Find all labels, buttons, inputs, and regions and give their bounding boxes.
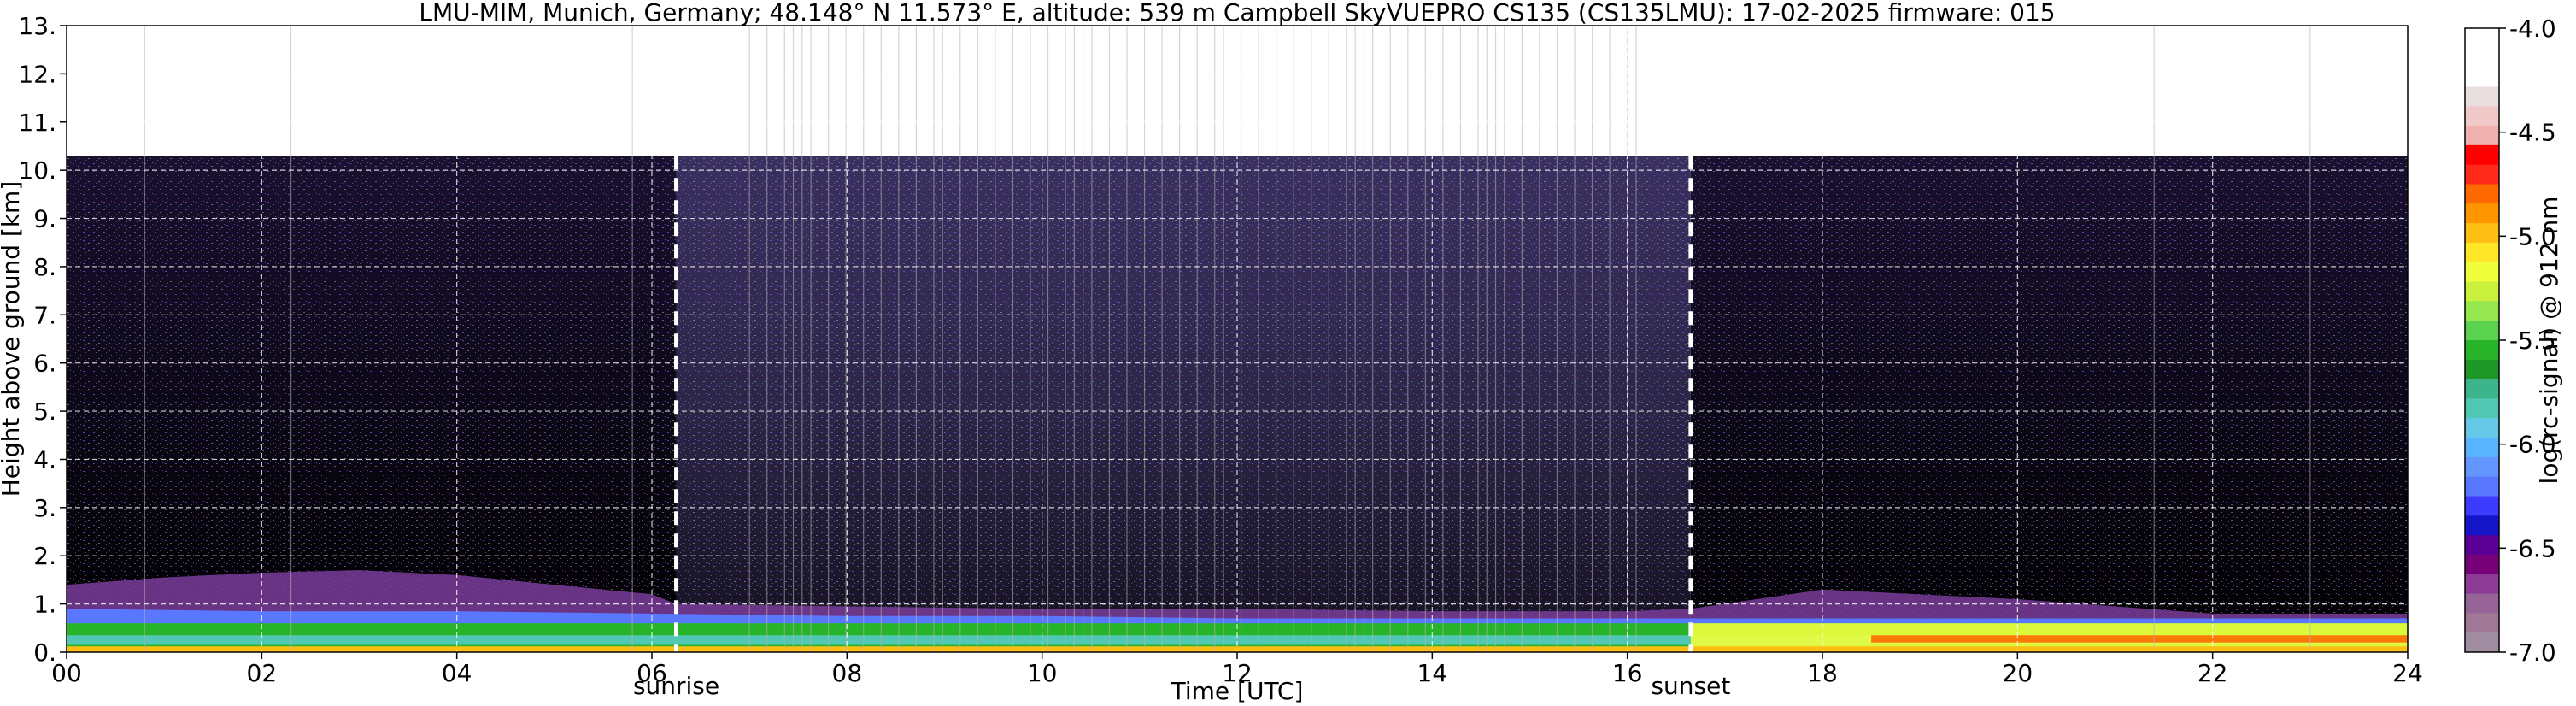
- colorbar-segment: [2465, 242, 2499, 263]
- colorbar-segment: [2465, 554, 2499, 575]
- colorbar-segment: [2465, 281, 2499, 302]
- colorbar-segment: [2465, 340, 2499, 361]
- x-tick-label: 06: [637, 659, 667, 687]
- surface-layer-teal: [67, 635, 2408, 645]
- colorbar-tick-label: -4.0: [2509, 15, 2556, 43]
- colorbar-segment: [2465, 223, 2499, 244]
- y-tick-label: 6.: [33, 350, 56, 378]
- colorbar-segment: [2465, 418, 2499, 438]
- y-axis-label: Height above ground [km]: [0, 181, 25, 497]
- colorbar-segment: [2465, 438, 2499, 458]
- y-tick-label: 12.: [18, 60, 56, 88]
- colorbar-segment: [2465, 535, 2499, 556]
- x-tick-label: 04: [442, 659, 472, 687]
- sun-markers: sunrise sunset: [633, 156, 1730, 700]
- colorbar-segment: [2465, 144, 2499, 166]
- colorbar-segment: [2465, 359, 2499, 380]
- x-axis: 00 02 04 06 08 10 12 14 16 18 20 22 24: [51, 652, 2423, 687]
- colorbar-tick-label: -5.5: [2509, 327, 2556, 355]
- colorbar-segment: [2465, 47, 2499, 68]
- colorbar-segment: [2465, 476, 2499, 497]
- sunset-label: sunset: [1651, 672, 1730, 700]
- colorbar: -4.0 -4.5 -5.0 -5.5 -6.0 -6.5 -7.0: [2464, 15, 2556, 667]
- y-tick-label: 1.: [33, 591, 56, 619]
- colorbar-tick-label: -5.0: [2509, 222, 2556, 250]
- colorbar-segment: [2465, 515, 2499, 536]
- colorbar-segment: [2465, 106, 2499, 126]
- y-tick-label: 8.: [33, 253, 56, 281]
- colorbar-segment: [2465, 67, 2499, 87]
- x-tick-label: 08: [832, 659, 863, 687]
- x-tick-label: 00: [51, 659, 82, 687]
- colorbar-segment: [2465, 632, 2499, 653]
- x-axis-label: Time [UTC]: [1171, 677, 1304, 705]
- colorbar-segment: [2465, 496, 2499, 516]
- x-tick-label: 12: [1222, 659, 1253, 687]
- y-tick-label: 10.: [18, 156, 56, 185]
- y-tick-label: 5.: [33, 397, 56, 426]
- y-tick-label: 11.: [18, 109, 56, 137]
- y-tick-label: 9.: [33, 205, 56, 233]
- colorbar-segment: [2465, 203, 2499, 224]
- colorbar-segment: [2465, 456, 2499, 478]
- colorbar-segment: [2465, 593, 2499, 614]
- x-tick-label: 02: [247, 659, 278, 687]
- colorbar-segment: [2465, 301, 2499, 321]
- ground-layer: [67, 646, 2408, 652]
- grid: [67, 26, 2408, 652]
- y-tick-label: 13.: [18, 12, 56, 40]
- colorbar-segment: [2465, 398, 2499, 419]
- y-tick-label: 2.: [33, 542, 56, 570]
- y-axis: 0. 1. 2. 3. 4. 5. 6. 7. 8. 9. 10. 11. 12. 13.: [18, 12, 67, 667]
- x-tick-label: 16: [1612, 659, 1643, 687]
- colorbar-segment: [2465, 613, 2499, 633]
- colorbar-segment: [2465, 262, 2499, 283]
- y-tick-label: 0.: [33, 638, 56, 667]
- colorbar-tick-label: -4.5: [2509, 119, 2556, 147]
- colorbar-segment: [2465, 379, 2499, 399]
- x-tick-label: 14: [1417, 659, 1448, 687]
- y-tick-label: 3.: [33, 494, 56, 522]
- x-tick-label: 18: [1807, 659, 1838, 687]
- chart-title: LMU-MIM, Munich, Germany; 48.148° N 11.5…: [419, 0, 2055, 26]
- evening-orange-layer: [1871, 635, 2408, 643]
- colorbar-tick-label: -7.0: [2509, 638, 2556, 667]
- colorbar-tick-label: -6.5: [2509, 534, 2556, 562]
- x-tick-label: 10: [1027, 659, 1058, 687]
- y-tick-label: 7.: [33, 301, 56, 329]
- colorbar-segment: [2465, 184, 2499, 204]
- colorbar-segment: [2465, 126, 2499, 146]
- colorbar-segment: [2465, 321, 2499, 341]
- x-tick-label: 20: [2003, 659, 2033, 687]
- sunrise-label: sunrise: [633, 672, 719, 700]
- y-tick-label: 4.: [33, 445, 56, 474]
- colorbar-segment: [2465, 574, 2499, 595]
- colorbar-segment: [2465, 164, 2499, 185]
- colorbar-label: log(rc-signal) @ 912 nm: [2535, 197, 2563, 485]
- colorbar-tick-label: -6.0: [2509, 431, 2556, 459]
- x-tick-label: 24: [2392, 659, 2423, 687]
- x-tick-label: 22: [2198, 659, 2228, 687]
- colorbar-segment: [2465, 28, 2499, 49]
- colorbar-segment: [2465, 86, 2499, 107]
